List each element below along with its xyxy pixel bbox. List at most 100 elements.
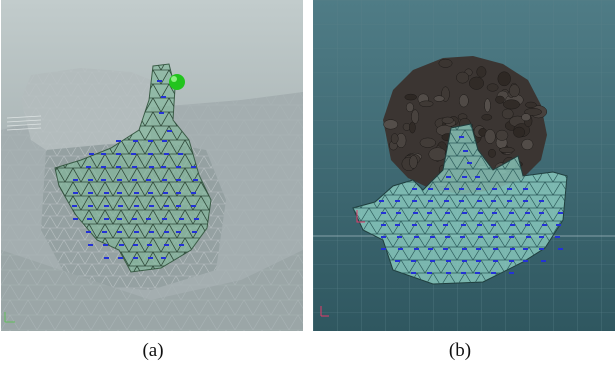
rock-stone xyxy=(456,71,470,84)
node-label-mark xyxy=(523,248,528,250)
node-label-mark xyxy=(87,218,92,220)
node-label-mark xyxy=(445,212,450,214)
node-labels-b xyxy=(379,136,563,274)
node-label-mark xyxy=(459,136,464,138)
rock-stone xyxy=(404,93,417,101)
node-label-mark xyxy=(460,236,465,238)
node-label-mark xyxy=(116,153,121,155)
node-label-mark xyxy=(523,188,528,190)
node-label-mark xyxy=(178,153,183,155)
node-label-mark xyxy=(101,166,106,168)
node-label-mark xyxy=(102,231,107,233)
node-label-mark xyxy=(523,260,528,262)
node-label-mark xyxy=(133,244,138,246)
node-label-mark xyxy=(101,153,106,155)
node-label-mark xyxy=(88,179,93,181)
node-label-mark xyxy=(462,212,467,214)
node-label-mark xyxy=(163,192,168,194)
node-label-mark xyxy=(381,248,386,250)
node-label-mark xyxy=(73,179,78,181)
node-label-mark xyxy=(117,218,122,220)
rock-stone xyxy=(521,138,534,151)
rock-stone xyxy=(497,71,511,87)
node-label-mark xyxy=(146,179,151,181)
node-label-mark xyxy=(148,153,153,155)
node-label-mark xyxy=(509,272,514,274)
node-label-mark xyxy=(193,179,198,181)
node-label-mark xyxy=(149,205,154,207)
node-label-mark xyxy=(396,212,401,214)
node-label-mark xyxy=(161,166,166,168)
node-label-mark xyxy=(379,200,384,202)
node-label-mark xyxy=(446,176,451,178)
node-label-mark xyxy=(414,236,419,238)
node-label-mark xyxy=(493,260,498,262)
node-label-mark xyxy=(148,192,153,194)
node-label-mark xyxy=(398,248,403,250)
rock-stone xyxy=(524,108,542,116)
rock-stone xyxy=(428,147,447,162)
node-label-mark xyxy=(191,192,196,194)
node-label-mark xyxy=(131,153,136,155)
node-label-mark xyxy=(179,218,184,220)
node-label-mark xyxy=(507,200,512,202)
rock-stone xyxy=(499,146,515,154)
rock-stone xyxy=(469,76,484,90)
node-label-mark xyxy=(477,200,482,202)
node-label-mark xyxy=(395,224,400,226)
node-label-mark xyxy=(147,244,152,246)
caption-a: (a) xyxy=(142,340,164,361)
node-label-mark xyxy=(462,248,467,250)
node-label-mark xyxy=(509,212,514,214)
node-label-mark xyxy=(134,205,139,207)
node-label-mark xyxy=(555,236,560,238)
node-label-mark xyxy=(412,224,417,226)
rock-stone xyxy=(390,133,399,144)
node-label-mark xyxy=(118,257,123,259)
node-label-mark xyxy=(119,244,124,246)
node-label-mark xyxy=(116,166,121,168)
node-label-mark xyxy=(191,205,196,207)
node-label-mark xyxy=(525,224,530,226)
node-label-mark xyxy=(88,205,93,207)
node-label-mark xyxy=(428,200,433,202)
node-label-mark xyxy=(525,212,530,214)
node-label-mark xyxy=(176,179,181,181)
rock-stone xyxy=(405,102,414,113)
node-label-mark xyxy=(428,188,433,190)
node-label-mark xyxy=(412,200,417,202)
rock-stone xyxy=(495,129,509,141)
node-label-mark xyxy=(509,236,514,238)
node-labels-a xyxy=(72,80,199,259)
node-label-mark xyxy=(133,257,138,259)
node-label-mark xyxy=(104,218,109,220)
node-label-mark xyxy=(430,236,435,238)
rock-stone xyxy=(484,129,496,144)
node-label-mark xyxy=(413,212,418,214)
node-label-mark xyxy=(443,224,448,226)
node-label-mark xyxy=(558,248,563,250)
node-label-mark xyxy=(414,248,419,250)
node-label-mark xyxy=(86,231,91,233)
node-label-mark xyxy=(86,166,91,168)
node-label-mark xyxy=(149,166,154,168)
node-label-mark xyxy=(476,248,481,250)
node-label-mark xyxy=(558,212,563,214)
rock-stone xyxy=(525,101,537,109)
node-label-mark xyxy=(103,244,108,246)
node-label-mark xyxy=(148,257,153,259)
node-label-mark xyxy=(133,140,138,142)
node-label-mark xyxy=(381,224,386,226)
node-label-mark xyxy=(477,224,482,226)
rock-stone xyxy=(509,84,520,98)
rock-stone xyxy=(441,116,454,124)
node-label-mark xyxy=(104,205,109,207)
node-label-mark xyxy=(179,244,184,246)
node-label-mark xyxy=(72,205,77,207)
node-label-mark xyxy=(476,260,481,262)
panel-a-mesh-view xyxy=(1,0,303,331)
node-label-mark xyxy=(162,179,167,181)
node-label-mark xyxy=(397,236,402,238)
rock-stone xyxy=(488,148,496,158)
node-label-mark xyxy=(134,192,139,194)
